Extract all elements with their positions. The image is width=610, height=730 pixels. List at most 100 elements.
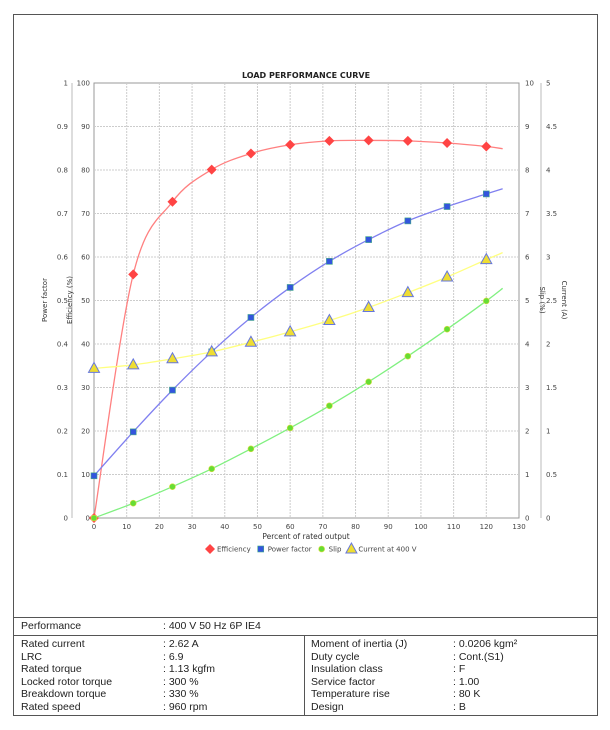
efficiency-tick-label: 100: [77, 80, 90, 88]
spec-label: Duty cycle: [311, 650, 360, 663]
power-factor-tick-label: 0.2: [57, 428, 68, 436]
current-axis-label: Current (A): [560, 281, 568, 320]
slip-tick-label: 3: [525, 384, 529, 392]
spec-row: Insulation class: F: [304, 663, 597, 676]
spec-label: Temperature rise: [311, 688, 390, 701]
x-tick-label: 40: [220, 523, 229, 531]
slip-tick-label: 8: [525, 167, 529, 175]
power-factor-point: [365, 236, 372, 243]
spec-row: Breakdown torque: 330 %: [14, 688, 304, 701]
efficiency-point: [324, 135, 335, 146]
spec-value: : 2.62 A: [163, 638, 199, 650]
legend-label: Slip: [329, 546, 342, 554]
slip-tick-label: 6: [525, 254, 530, 262]
spec-row: Locked rotor torque: 300 %: [14, 676, 304, 689]
current-tick-label: 3.5: [546, 210, 557, 218]
x-tick-label: 110: [447, 523, 460, 531]
spec-table: Performance : 400 V 50 Hz 6P IE4 Rated c…: [13, 617, 598, 716]
load-performance-chart: 0 10 20 30 40 50 60 70 80 90 100 110 120 13000.10.20.…: [41, 71, 568, 554]
current-tick-label: 2.5: [546, 297, 557, 305]
spec-row: Service factor : 1.00: [304, 676, 597, 689]
power-factor-axis-label: Power factor: [41, 278, 49, 322]
x-tick-label: 20: [155, 523, 164, 531]
x-tick-label: 30: [188, 523, 197, 531]
x-tick-label: 120: [480, 523, 493, 531]
current-at-400-v-point: [401, 285, 415, 298]
slip-point: [169, 483, 176, 490]
spec-value: : F: [453, 663, 466, 676]
x-tick-label: 50: [253, 523, 262, 531]
efficiency-tick-label: 0: [86, 515, 90, 523]
spec-label: Design: [311, 701, 344, 713]
current-tick-label: 1.5: [546, 384, 557, 392]
x-tick-label: 0: [92, 523, 96, 531]
spec-value: : 6.9: [163, 650, 184, 663]
current-at-400-v-point: [166, 351, 179, 364]
efficiency-axis-label: Efficiency (%): [66, 276, 74, 324]
current-tick-label: 3: [546, 254, 550, 262]
spec-value: : Cont.(S1): [453, 650, 504, 663]
power-factor-curve: [93, 188, 503, 477]
spec-row: Design: B: [304, 701, 597, 714]
power-factor-tick-label: 0: [64, 515, 68, 523]
current-at-400-v-point: [323, 313, 336, 326]
slip-point: [365, 378, 372, 386]
efficiency-point: [363, 135, 374, 146]
power-factor-tick-label: 0.3: [57, 384, 68, 392]
slip-point: [326, 402, 333, 410]
slip-point: [286, 424, 294, 432]
efficiency-tick-label: 70: [81, 210, 90, 218]
spec-column-right: Moment of inertia (J): 0.0206 kgm² Duty c…: [304, 635, 597, 715]
efficiency-tick-label: 80: [81, 167, 90, 175]
legend-marker: [345, 541, 358, 554]
spec-value: : 80 K: [453, 688, 481, 701]
power-factor-point: [90, 472, 98, 480]
slip-tick-label: 9: [525, 123, 529, 131]
slip-tick-label: 5: [525, 297, 529, 305]
current-at-400-v-point: [362, 300, 375, 312]
spec-row: Temperature rise : 80 K: [304, 688, 597, 701]
spec-value: : 1.13 kgfm: [163, 663, 215, 676]
slip-point: [90, 514, 98, 522]
legend-marker: [205, 544, 215, 554]
spec-value: : 1.00: [453, 675, 480, 688]
current-tick-label: 2: [546, 341, 550, 349]
slip-tick-label: 7: [525, 210, 529, 218]
spec-row: Rated current: 2.62 A: [14, 638, 304, 651]
efficiency-point: [481, 141, 492, 152]
legend-marker: [318, 545, 325, 553]
slip-point: [208, 465, 215, 473]
slip-tick-label: 2: [525, 428, 529, 436]
efficiency-point: [206, 164, 217, 175]
spec-label: Moment of inertia (J): [311, 638, 408, 650]
power-factor-point: [326, 258, 333, 265]
current-tick-label: 0.5: [546, 471, 557, 479]
efficiency-point: [245, 148, 256, 159]
power-factor-tick-label: 0.7: [57, 210, 68, 218]
x-tick-label: 10: [122, 523, 131, 531]
current-at-400-v-point: [205, 344, 219, 357]
spec-label: Rated speed: [21, 701, 81, 713]
spec-label: Rated torque: [21, 663, 82, 676]
legend-marker: [257, 545, 265, 553]
power-factor-point: [443, 203, 451, 210]
performance-label: Performance: [21, 620, 82, 632]
slip-curve: [93, 287, 504, 519]
efficiency-tick-label: 30: [81, 384, 90, 392]
efficiency-tick-label: 20: [81, 428, 90, 436]
efficiency-tick-label: 60: [81, 254, 90, 262]
power-factor-tick-label: 0.4: [57, 341, 69, 349]
spec-row: Rated speed: 960 rpm: [14, 701, 304, 714]
spec-label: Service factor: [311, 675, 376, 688]
efficiency-tick-label: 50: [81, 297, 90, 305]
slip-tick-label: 10: [525, 80, 534, 88]
slip-tick-label: 4: [525, 341, 530, 349]
power-factor-tick-label: 1: [64, 80, 68, 88]
slip-point: [483, 297, 490, 305]
x-tick-label: 80: [351, 523, 360, 531]
slip-point: [129, 499, 137, 507]
legend-label: Efficiency: [217, 546, 251, 554]
current-tick-label: 5: [546, 80, 550, 88]
power-factor-tick-label: 0.1: [57, 471, 68, 479]
